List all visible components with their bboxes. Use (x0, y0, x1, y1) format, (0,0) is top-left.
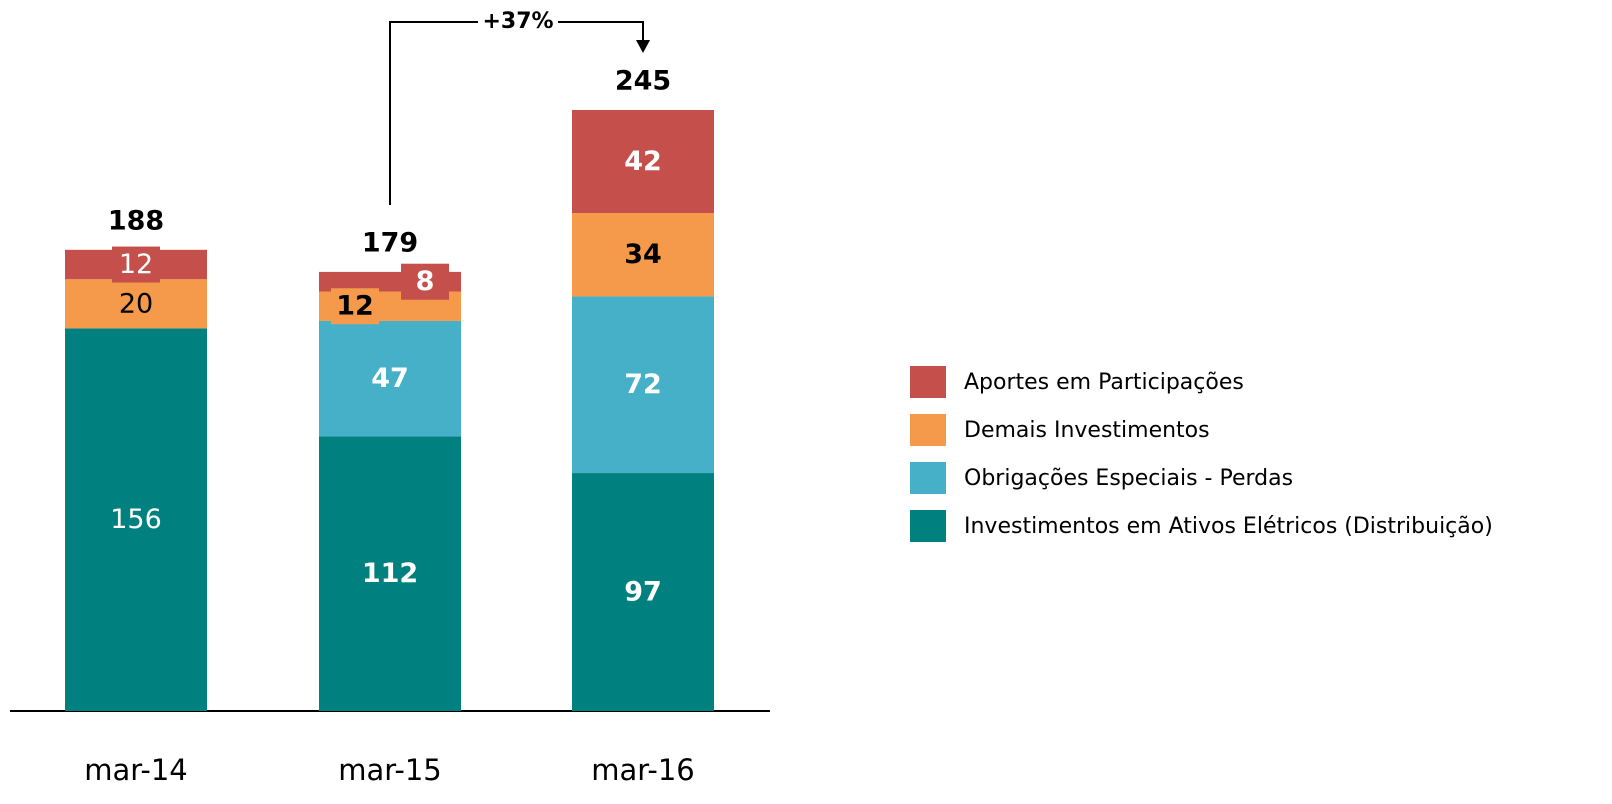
data-label: 8 (416, 266, 435, 297)
annotation-arrow (636, 40, 650, 53)
legend-label: Demais Investimentos (964, 418, 1210, 443)
bar-segment (319, 320, 461, 437)
x-tick-label: mar-16 (591, 753, 694, 787)
bar-segment (572, 110, 714, 214)
bar-segment (65, 328, 207, 711)
data-label: 72 (624, 369, 662, 400)
bar-segment (65, 279, 207, 329)
legend-label: Aportes em Participações (964, 370, 1244, 395)
data-label: 42 (624, 146, 662, 177)
annotation-line (389, 21, 478, 205)
legend-swatch (910, 414, 946, 446)
data-label: 20 (119, 288, 153, 319)
total-label: 245 (615, 66, 671, 97)
data-label: 97 (624, 577, 662, 608)
x-tick-label: mar-14 (84, 753, 187, 787)
data-label: 12 (119, 249, 153, 280)
legend-label: Obrigações Especiais - Perdas (964, 466, 1293, 491)
bar-segment (572, 296, 714, 474)
x-tick-label: mar-15 (338, 753, 441, 787)
total-label: 179 (362, 227, 418, 258)
data-label: 112 (362, 558, 418, 589)
data-label: 156 (110, 504, 162, 535)
data-label: 12 (336, 291, 374, 322)
total-label: 188 (108, 205, 164, 236)
data-label: 47 (371, 363, 409, 394)
annotation-line (558, 21, 644, 42)
label-box (112, 246, 160, 283)
legend-label: Investimentos em Ativos Elétricos (Distr… (964, 514, 1493, 539)
legend-swatch (910, 366, 946, 398)
label-box (331, 288, 379, 325)
legend-swatch (910, 462, 946, 494)
bar-segment (319, 436, 461, 711)
bar-segment (572, 473, 714, 711)
annotation: +37% (482, 9, 553, 34)
bar-segment (572, 213, 714, 297)
label-box (401, 263, 449, 300)
data-label: 34 (624, 239, 662, 270)
legend-swatch (910, 510, 946, 542)
